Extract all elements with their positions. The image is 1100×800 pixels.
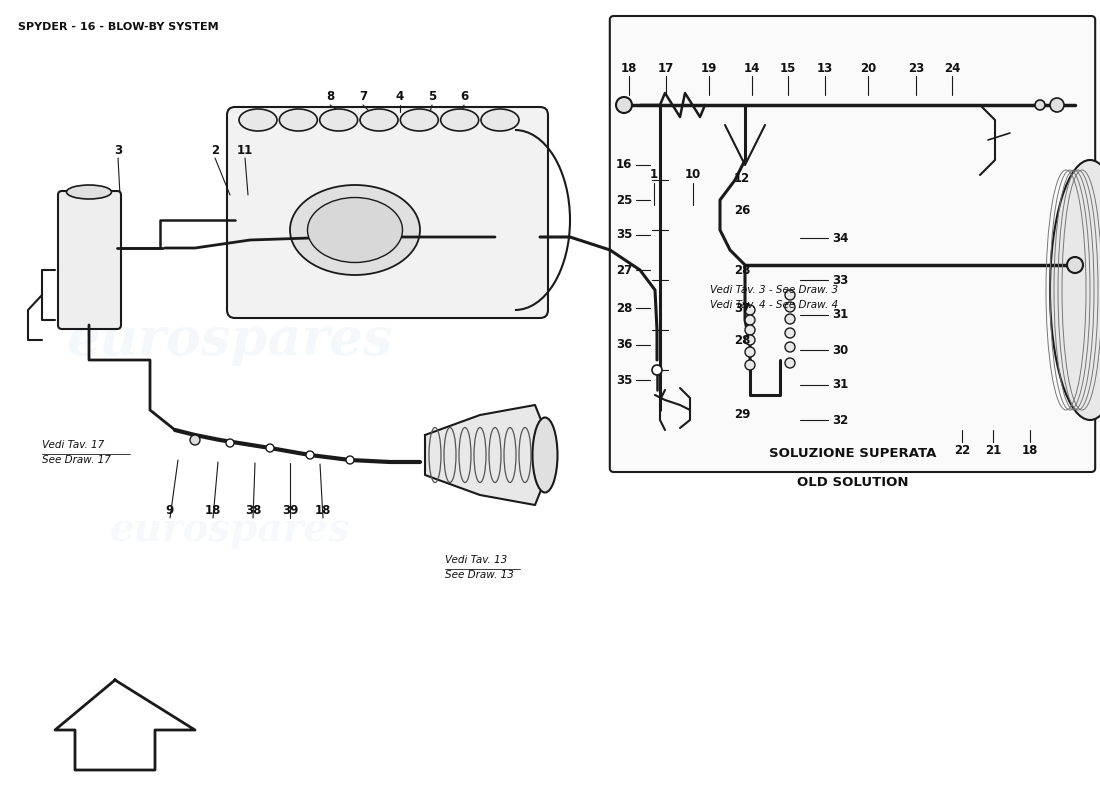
Text: 18: 18 [1022, 443, 1038, 457]
Circle shape [745, 347, 755, 357]
Text: 35: 35 [616, 374, 632, 386]
Circle shape [616, 97, 632, 113]
Circle shape [785, 290, 795, 300]
Text: 18: 18 [620, 62, 637, 74]
Text: eurospares: eurospares [67, 314, 394, 366]
Ellipse shape [308, 198, 403, 262]
Text: 28: 28 [734, 263, 750, 277]
FancyBboxPatch shape [609, 16, 1096, 472]
Ellipse shape [320, 109, 358, 131]
Text: 5: 5 [428, 90, 436, 103]
Text: 2: 2 [211, 143, 219, 157]
Text: 33: 33 [832, 274, 848, 286]
Circle shape [785, 314, 795, 324]
Circle shape [745, 315, 755, 325]
FancyBboxPatch shape [227, 107, 548, 318]
Text: 9: 9 [166, 503, 174, 517]
Circle shape [1050, 98, 1064, 112]
Text: 18: 18 [315, 503, 331, 517]
Text: OLD SOLUTION: OLD SOLUTION [796, 476, 909, 489]
Text: 26: 26 [734, 203, 750, 217]
Ellipse shape [481, 109, 519, 131]
Text: 27: 27 [616, 263, 632, 277]
Text: 4: 4 [396, 90, 404, 103]
Circle shape [1067, 257, 1084, 273]
Text: 12: 12 [734, 171, 750, 185]
Circle shape [785, 302, 795, 312]
Text: 38: 38 [245, 503, 261, 517]
Text: 34: 34 [832, 231, 848, 245]
Circle shape [785, 328, 795, 338]
Text: 31: 31 [832, 378, 848, 391]
Ellipse shape [532, 418, 558, 493]
Text: 21: 21 [984, 443, 1001, 457]
Text: 28: 28 [616, 302, 632, 314]
Circle shape [652, 365, 662, 375]
Text: eurospares: eurospares [758, 229, 947, 259]
Text: eurospares: eurospares [110, 511, 351, 549]
Ellipse shape [239, 109, 277, 131]
Text: 13: 13 [817, 62, 833, 74]
Ellipse shape [360, 109, 398, 131]
Text: 35: 35 [616, 229, 632, 242]
Circle shape [1035, 100, 1045, 110]
Text: 6: 6 [460, 90, 469, 103]
Text: 18: 18 [205, 503, 221, 517]
Text: 14: 14 [744, 62, 760, 74]
Ellipse shape [66, 185, 111, 199]
Text: Vedi Tav. 17: Vedi Tav. 17 [42, 440, 104, 450]
Text: 25: 25 [616, 194, 632, 206]
Circle shape [745, 360, 755, 370]
Circle shape [226, 439, 234, 447]
Text: 16: 16 [616, 158, 632, 171]
Text: 37: 37 [734, 302, 750, 314]
Ellipse shape [290, 185, 420, 275]
Text: 10: 10 [685, 169, 701, 182]
Circle shape [266, 444, 274, 452]
Circle shape [745, 335, 755, 345]
Text: 8: 8 [326, 90, 334, 103]
Ellipse shape [279, 109, 317, 131]
FancyBboxPatch shape [58, 191, 121, 329]
Text: 36: 36 [616, 338, 632, 351]
Text: 19: 19 [701, 62, 717, 74]
Circle shape [346, 456, 354, 464]
Text: Vedi Tav. 4 - See Draw. 4: Vedi Tav. 4 - See Draw. 4 [710, 300, 838, 310]
Text: See Draw. 17: See Draw. 17 [42, 455, 111, 465]
Text: 7: 7 [359, 90, 367, 103]
Text: 29: 29 [734, 409, 750, 422]
Circle shape [190, 435, 200, 445]
Polygon shape [425, 405, 544, 505]
Text: 32: 32 [832, 414, 848, 426]
Text: See Draw. 13: See Draw. 13 [446, 570, 514, 580]
Text: 24: 24 [944, 62, 960, 74]
Circle shape [306, 451, 313, 459]
Text: 17: 17 [658, 62, 674, 74]
Text: 15: 15 [780, 62, 796, 74]
Text: 1: 1 [650, 169, 658, 182]
Text: 28: 28 [734, 334, 750, 346]
Text: 23: 23 [908, 62, 924, 74]
Ellipse shape [400, 109, 438, 131]
Circle shape [745, 325, 755, 335]
Circle shape [785, 342, 795, 352]
Text: SOLUZIONE SUPERATA: SOLUZIONE SUPERATA [769, 447, 936, 460]
Ellipse shape [441, 109, 478, 131]
Circle shape [785, 358, 795, 368]
Polygon shape [55, 680, 195, 770]
Text: 39: 39 [282, 503, 298, 517]
Circle shape [745, 305, 755, 315]
Text: 22: 22 [954, 443, 970, 457]
Text: 11: 11 [236, 143, 253, 157]
Ellipse shape [1050, 160, 1100, 420]
Text: SPYDER - 16 - BLOW-BY SYSTEM: SPYDER - 16 - BLOW-BY SYSTEM [18, 22, 219, 32]
Text: Vedi Tav. 3 - See Draw. 3: Vedi Tav. 3 - See Draw. 3 [710, 285, 838, 295]
Text: Vedi Tav. 13: Vedi Tav. 13 [446, 555, 507, 565]
Text: 30: 30 [832, 343, 848, 357]
Text: 3: 3 [114, 143, 122, 157]
Text: 31: 31 [832, 309, 848, 322]
Text: 20: 20 [860, 62, 876, 74]
